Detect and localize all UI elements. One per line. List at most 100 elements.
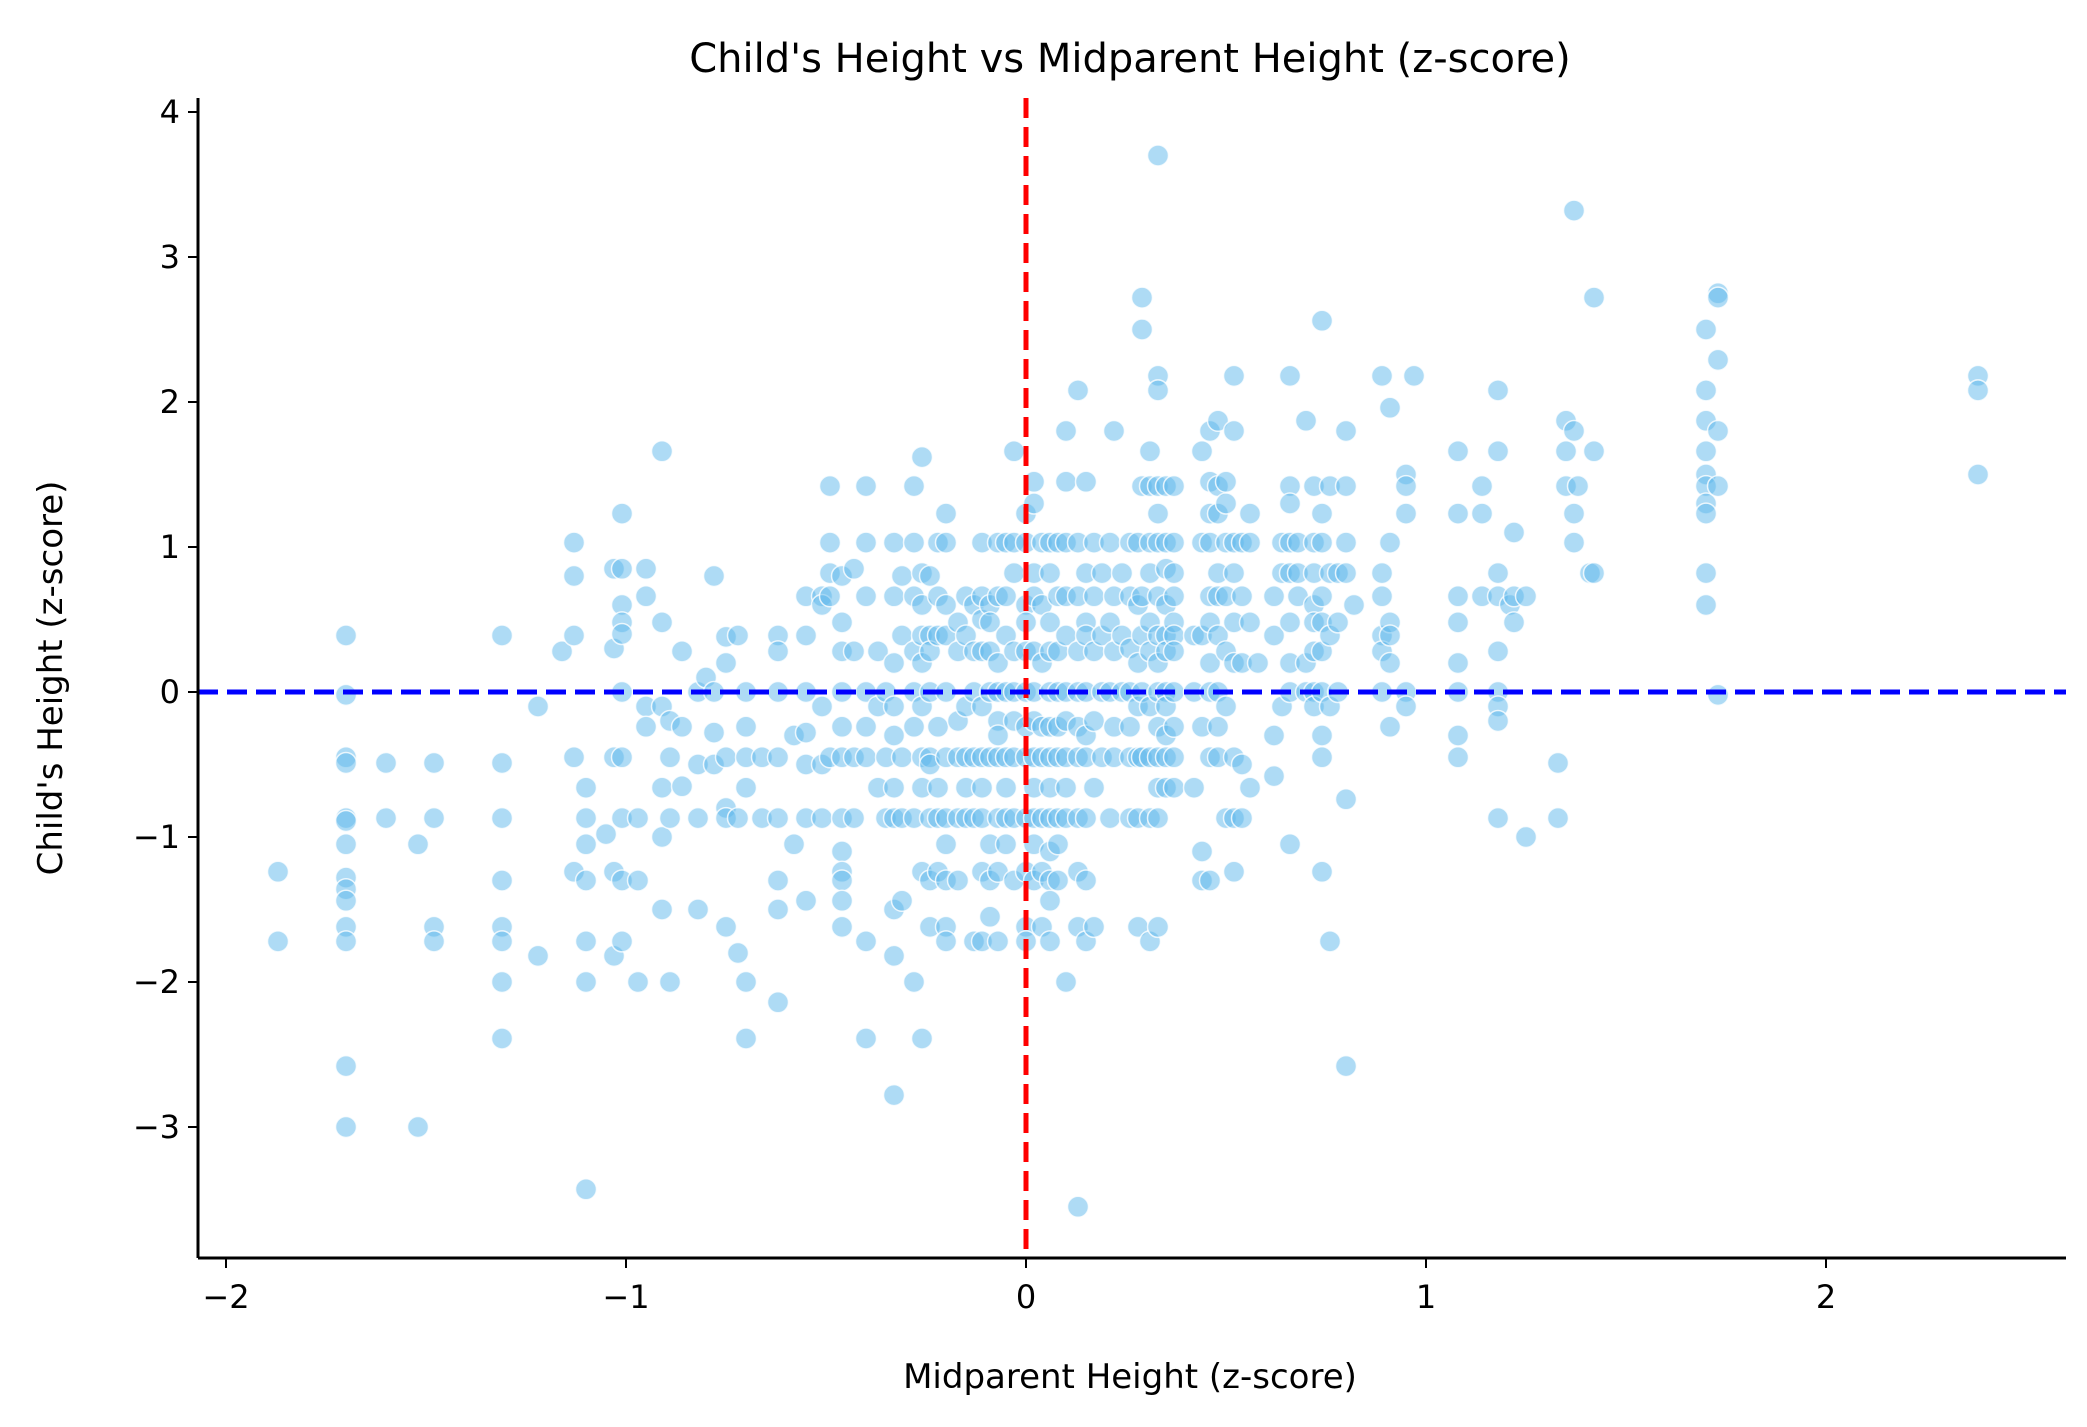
data-point [610,557,634,581]
data-point [890,889,914,913]
data-point [1162,746,1186,769]
data-point [1310,724,1334,747]
data-point [1214,470,1238,494]
data-point [574,806,598,830]
y-tick-label: 2 [160,383,180,421]
data-point [1198,869,1222,892]
data-point [1222,561,1246,585]
data-point [1310,860,1334,884]
data-point [626,869,650,892]
data-point [734,776,758,799]
data-point [794,721,818,744]
data-point [1446,440,1470,463]
data-point [1054,419,1078,443]
data-point [910,1027,934,1050]
data-point [1074,470,1098,494]
data-point [1502,611,1526,634]
data-point [830,611,854,634]
data-point [926,715,950,739]
data-point [1038,889,1062,913]
data-point [902,715,926,739]
data-point [574,970,598,994]
data-point [1162,474,1186,498]
data-point [1334,474,1358,498]
x-axis-ticks: −2 −1 0 1 2 [202,1258,1836,1316]
data-point [1334,531,1358,554]
data-point [1222,419,1246,443]
data-point [1582,440,1606,463]
data-point [1146,915,1170,939]
data-point [1546,806,1570,830]
data-point [374,751,398,775]
data-point [1214,492,1238,515]
data-point [902,531,926,554]
data-point [626,806,650,830]
data-point [1110,561,1134,585]
data-point [374,806,398,830]
data-point [810,806,834,830]
data-point [490,1027,514,1050]
data-point [334,930,358,953]
data-point [1146,502,1170,525]
data-point [918,564,942,588]
y-axis-ticks: −3 −2 −1 0 1 2 3 4 [133,93,198,1146]
data-point [550,640,574,663]
data-point [1066,1195,1090,1219]
data-point [1038,611,1062,634]
data-point [986,651,1010,675]
data-point [490,751,514,775]
data-point [782,833,806,856]
data-point [842,806,866,830]
data-point [610,502,634,525]
data-point [1446,724,1470,747]
data-point [1378,531,1402,554]
data-point [1162,715,1186,739]
data-point [1222,860,1246,884]
data-point [266,930,290,953]
data-point [1562,199,1586,222]
data-point [734,1027,758,1050]
data-point [714,651,738,675]
data-point [1054,970,1078,994]
data-point [1470,474,1494,498]
data-point [902,970,926,994]
data-point [882,695,906,718]
y-tick-label: 4 [160,93,180,131]
data-point [882,585,906,608]
data-point [1022,492,1046,515]
data-point [818,531,842,554]
data-point [1118,715,1142,739]
data-point [1486,379,1510,402]
data-point [1310,585,1334,608]
data-point [1002,440,1026,463]
data-point [1334,561,1358,585]
data-point [1554,440,1578,463]
data-point [1206,715,1230,739]
data-point [766,746,790,769]
data-point [854,531,878,554]
data-point [854,474,878,498]
data-point [650,440,674,463]
data-point [650,825,674,849]
data-point [926,776,950,799]
data-point [1310,531,1334,554]
data-point [734,715,758,739]
data-point [714,746,738,769]
data-point [766,991,790,1014]
data-point [658,746,682,769]
data-point [1230,585,1254,608]
data-point [686,898,710,921]
data-point [670,640,694,663]
data-point [726,624,750,647]
data-point [1262,624,1286,647]
chart-title: Child's Height vs Midparent Height (z-sc… [689,36,1571,82]
data-point [882,531,906,554]
data-point [1310,746,1334,769]
data-point [1214,695,1238,718]
data-point [1394,695,1418,718]
data-point [574,869,598,892]
data-point [1706,474,1730,498]
data-point [910,445,934,469]
data-point [1310,309,1334,333]
data-point [890,564,914,588]
